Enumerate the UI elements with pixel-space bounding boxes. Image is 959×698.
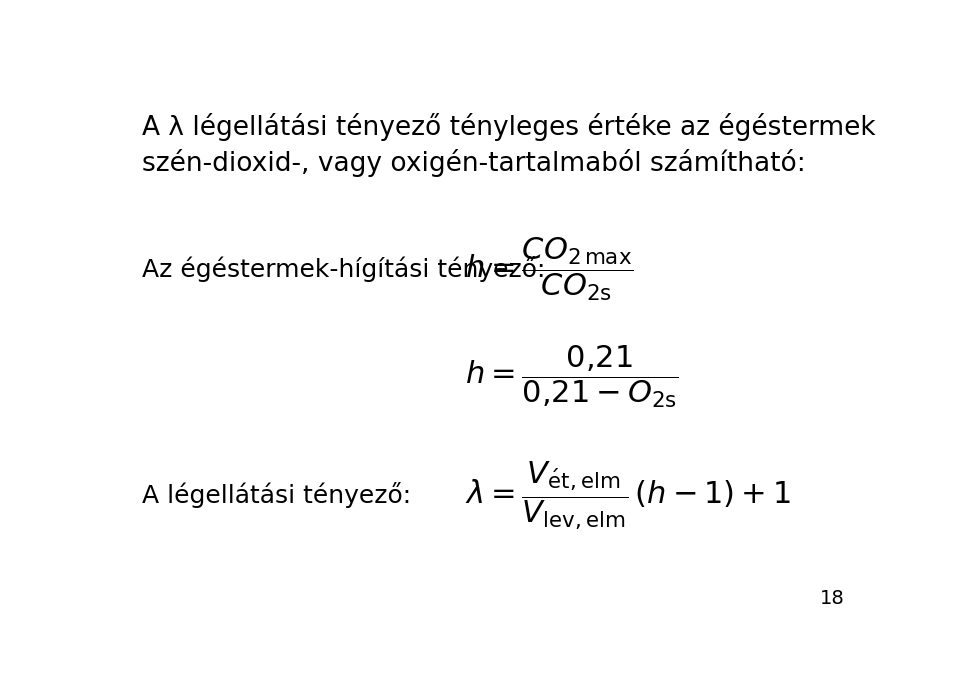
Text: $h = \dfrac{0{,}21}{0{,}21 - \mathit{O}_{2\mathrm{s}}}$: $h = \dfrac{0{,}21}{0{,}21 - \mathit{O}_…: [465, 343, 679, 410]
Text: A légellátási tényező:: A légellátási tényező:: [142, 482, 411, 508]
Text: 18: 18: [820, 589, 845, 608]
Text: $\lambda = \dfrac{V_{\acute{\mathrm{e}}\mathrm{t,elm}}}{V_{\mathrm{lev,elm}}}\,(: $\lambda = \dfrac{V_{\acute{\mathrm{e}}\…: [465, 459, 791, 530]
Text: A λ légellátási tényező tényleges értéke az égéstermek: A λ légellátási tényező tényleges értéke…: [142, 113, 876, 141]
Text: Az égéstermek-hígítási tényező:: Az égéstermek-hígítási tényező:: [142, 256, 546, 282]
Text: $h = \dfrac{\mathit{CO}_{2\,\mathrm{max}}}{\mathit{CO}_{2\mathrm{s}}}$: $h = \dfrac{\mathit{CO}_{2\,\mathrm{max}…: [465, 235, 634, 303]
Text: szén-dioxid-, vagy oxigén-tartalmaból számítható:: szén-dioxid-, vagy oxigén-tartalmaból sz…: [142, 149, 806, 177]
